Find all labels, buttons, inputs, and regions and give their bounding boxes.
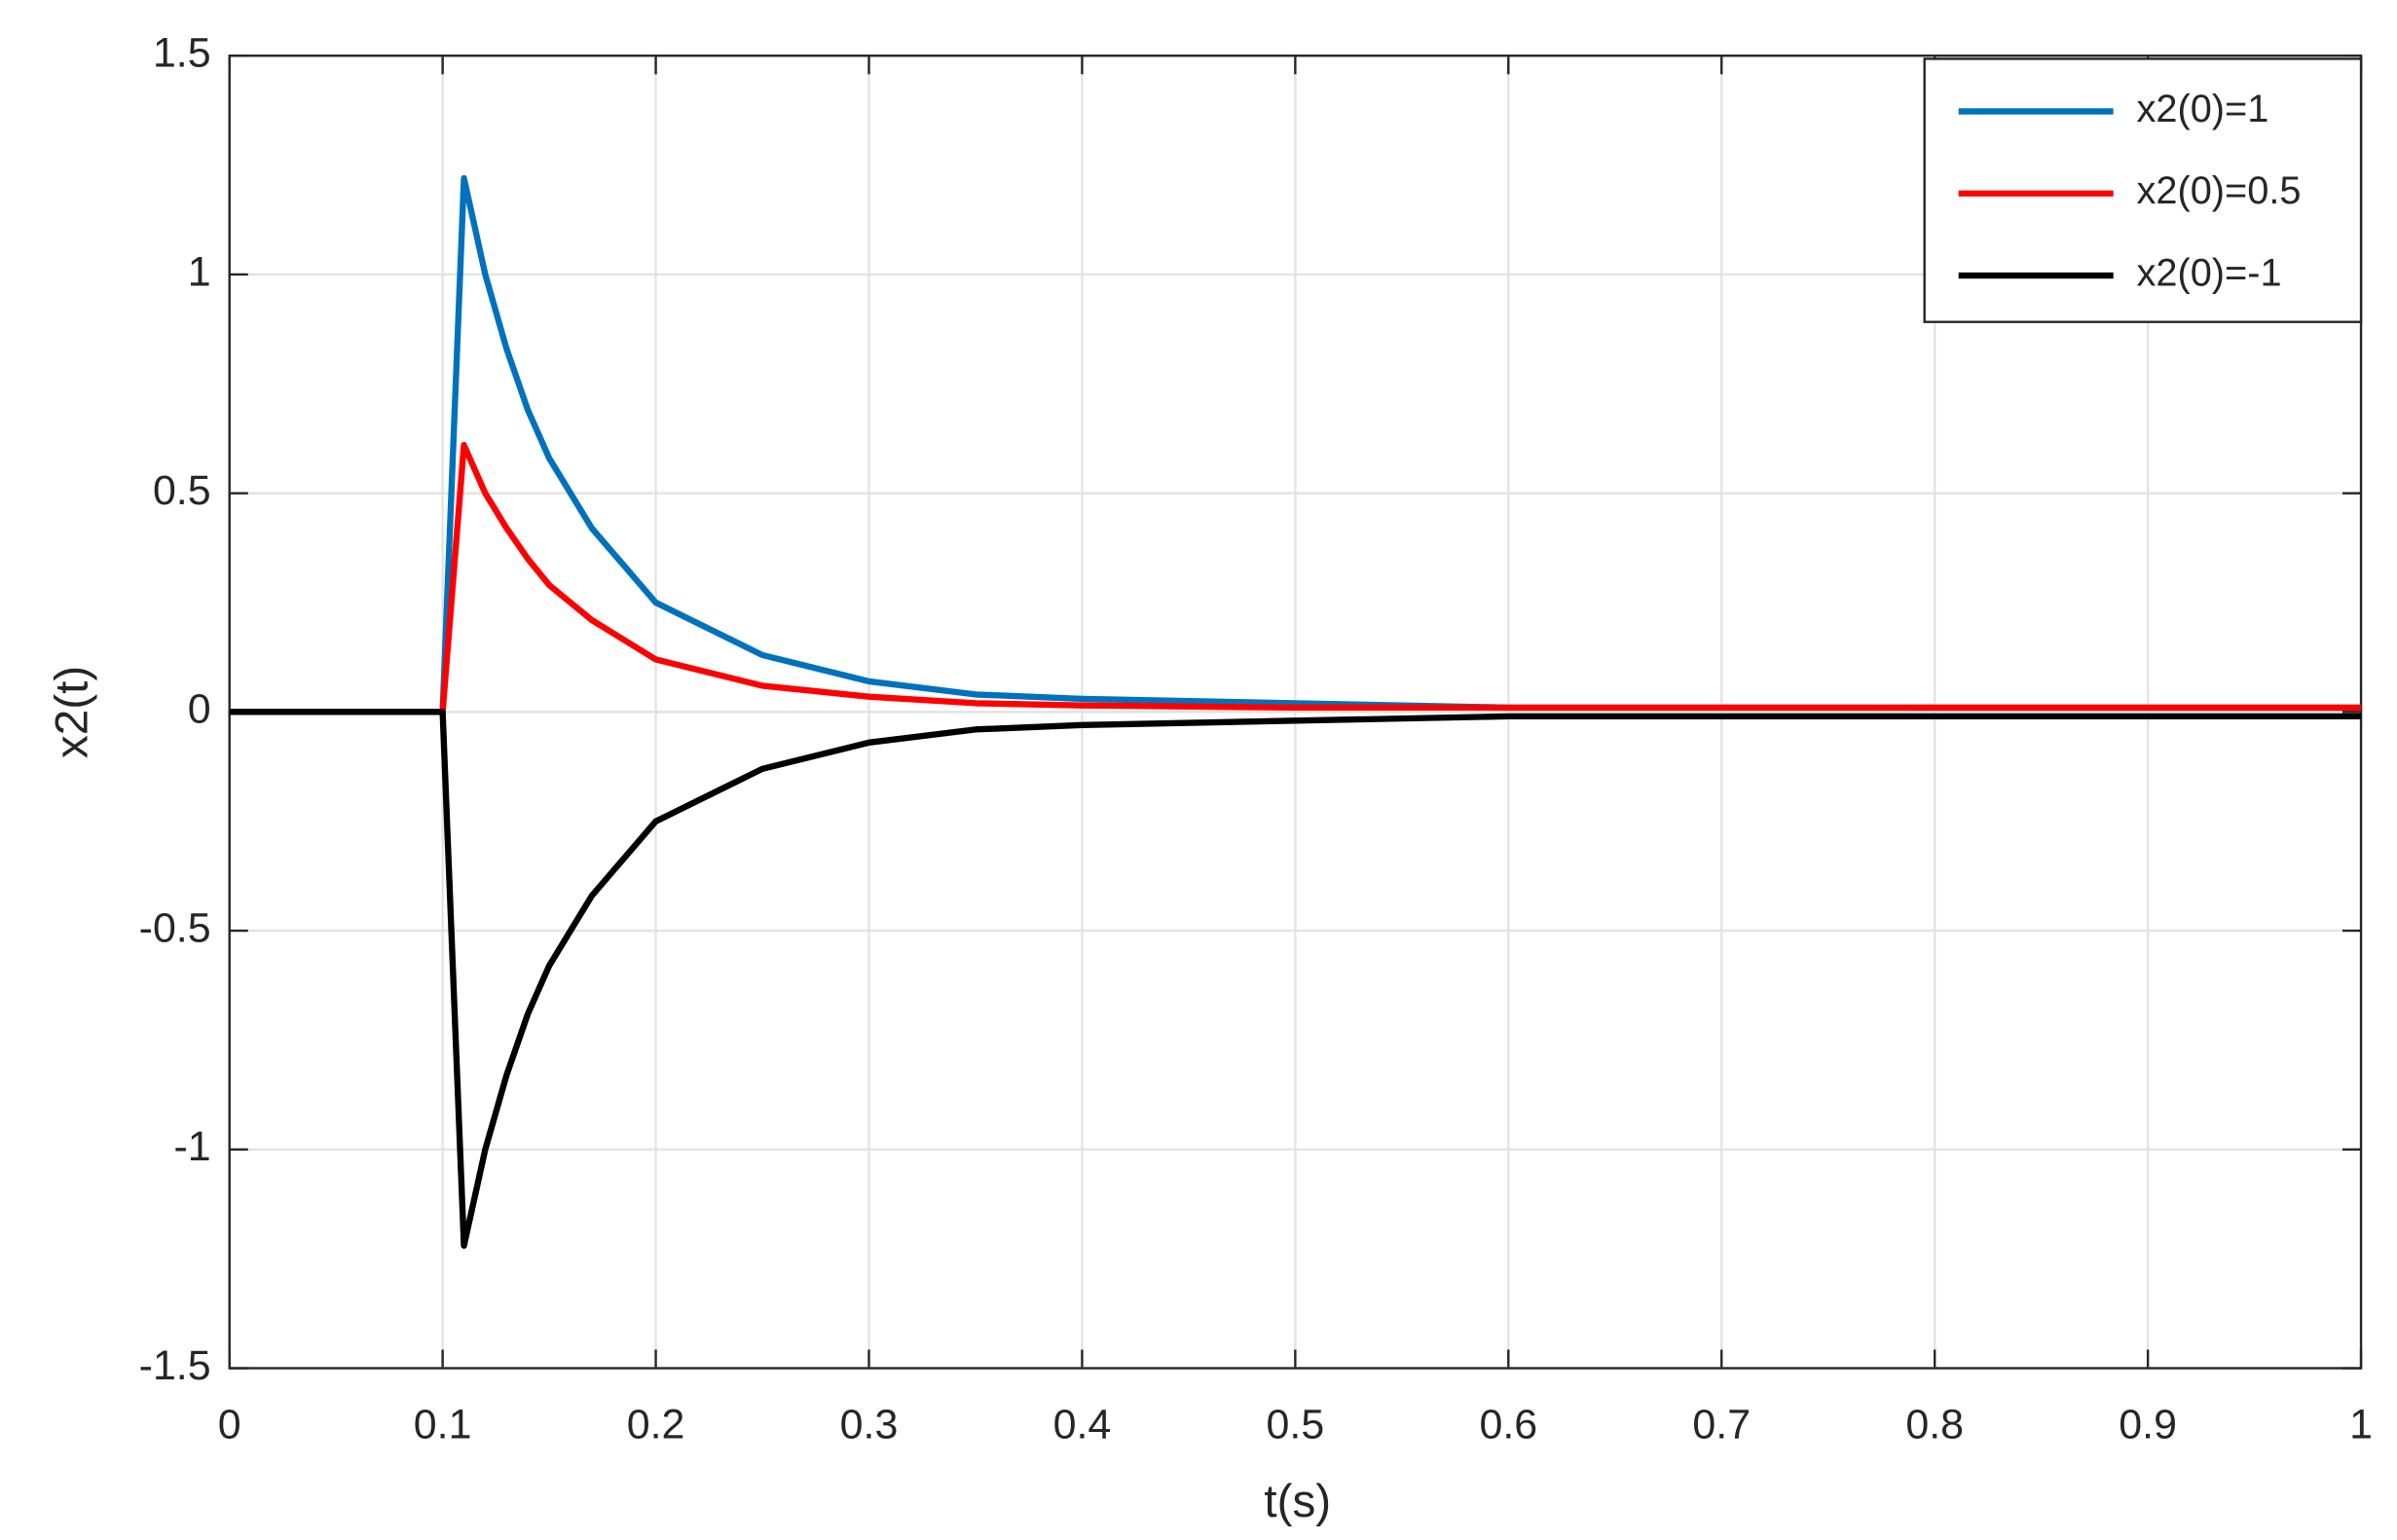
y-tick-label: 1 bbox=[188, 248, 211, 295]
y-tick-label: -0.5 bbox=[139, 904, 211, 951]
legend-label: x2(0)=0.5 bbox=[2137, 169, 2302, 212]
x-tick-label: 0.5 bbox=[1267, 1401, 1325, 1448]
x-tick-label: 0.3 bbox=[840, 1401, 899, 1448]
line-series bbox=[229, 709, 2362, 1249]
x-tick-label: 0.9 bbox=[2119, 1401, 2177, 1448]
x-tick-label: 1 bbox=[2349, 1401, 2373, 1448]
x-tick-label: 0.2 bbox=[627, 1401, 685, 1448]
x-tick-label: 0.8 bbox=[1905, 1401, 1964, 1448]
legend-label: x2(0)=1 bbox=[2137, 88, 2269, 130]
y-tick-label: 1.5 bbox=[153, 30, 211, 77]
x-tick-label: 0.1 bbox=[414, 1401, 472, 1448]
x-tick-label: 0 bbox=[218, 1401, 241, 1448]
y-tick-label: 0.5 bbox=[153, 467, 211, 514]
x-tick-label: 0.6 bbox=[1479, 1401, 1537, 1448]
y-tick-label: -1 bbox=[173, 1123, 210, 1170]
x-axis-label: t(s) bbox=[1264, 1476, 1331, 1527]
x-tick-label: 0.7 bbox=[1692, 1401, 1751, 1448]
y-axis-label: x2(t) bbox=[46, 666, 97, 758]
line-series bbox=[229, 442, 2362, 715]
y-tick-label: -1.5 bbox=[139, 1342, 211, 1389]
x-tick-label: 0.4 bbox=[1053, 1401, 1112, 1448]
y-tick-label: 0 bbox=[188, 686, 211, 733]
legend-label: x2(0)=-1 bbox=[2137, 252, 2282, 295]
